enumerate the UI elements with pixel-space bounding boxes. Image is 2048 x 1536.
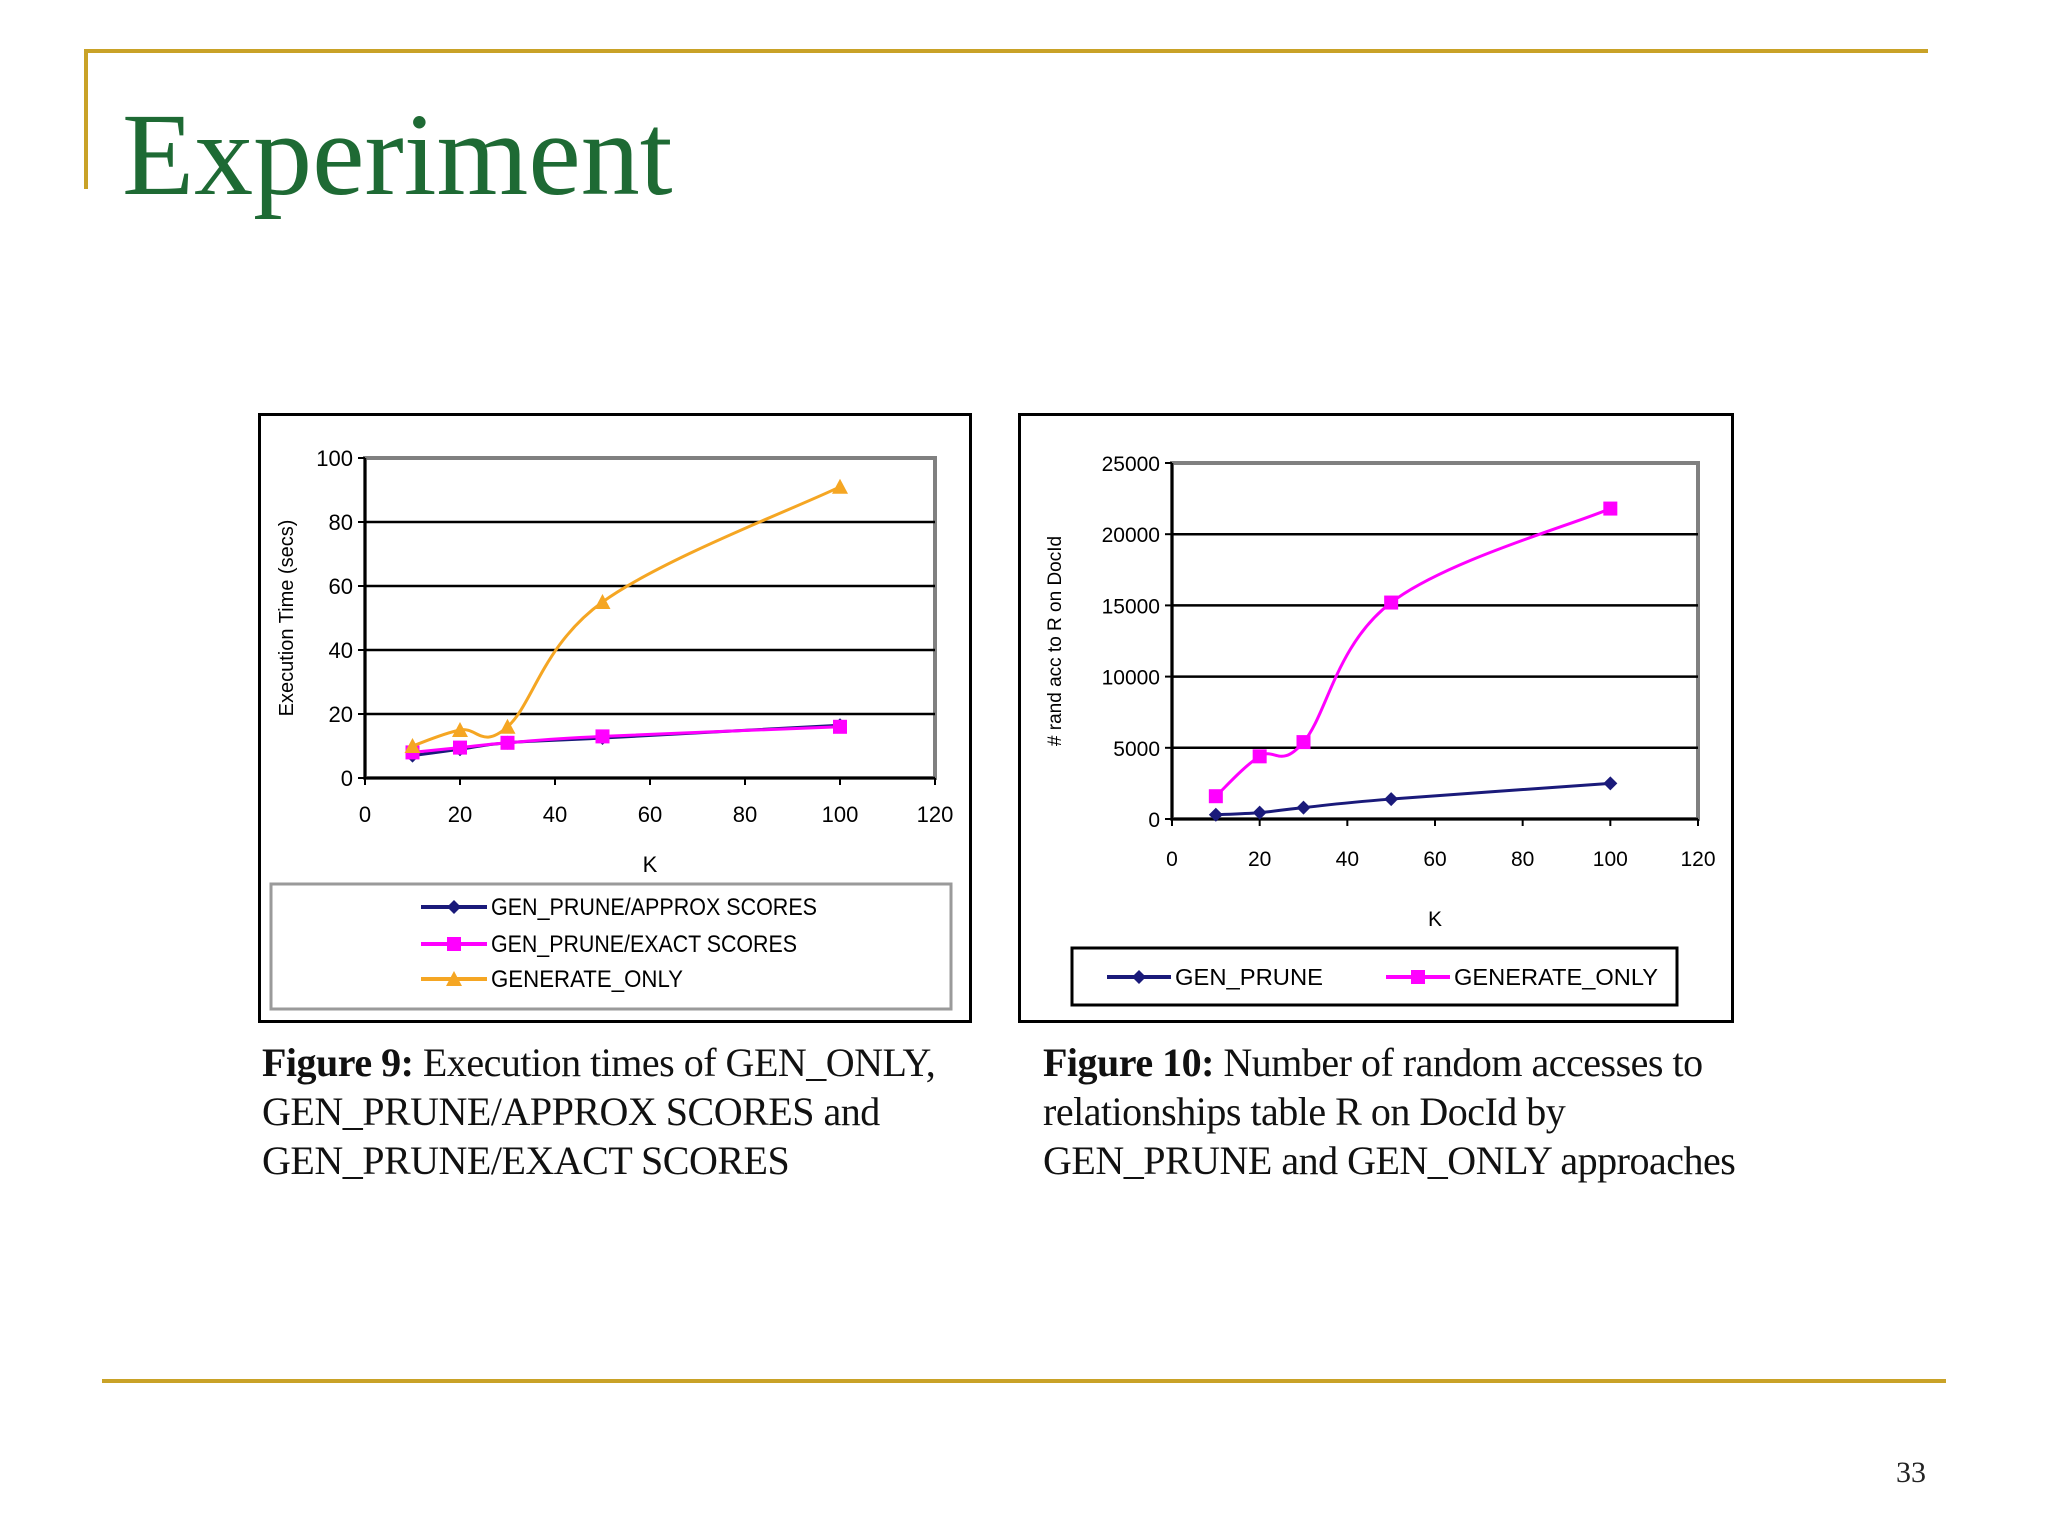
fig9-legend-marker-2 [446, 971, 462, 986]
fig9-ytick-label-3: 60 [329, 574, 353, 599]
fig9-legend-label-2: GENERATE_ONLY [491, 966, 683, 993]
fig9-xtick-label-4: 80 [733, 802, 757, 827]
figure-9-caption-line-3: GEN_PRUNE/EXACT SCORES [262, 1138, 790, 1183]
fig10-series-0-point-1 [1252, 805, 1267, 820]
fig10-x-axis-label: K [1428, 908, 1442, 931]
fig9-ytick-label-5: 100 [316, 446, 353, 471]
fig10-xtick-label-0: 0 [1166, 848, 1178, 871]
fig9-xtick-label-3: 60 [638, 802, 662, 827]
fig9-xtick-label-0: 0 [359, 802, 371, 827]
fig9-series-1-point-3 [595, 729, 610, 744]
slide-title: Experiment [122, 89, 673, 220]
fig10-xtick-label-1: 20 [1248, 848, 1271, 871]
fig10-series-1-point-2 [1296, 735, 1311, 750]
figure-10-caption-line-1: Figure 10: Number of random accesses to [1043, 1038, 1783, 1087]
figure-10-caption-line-2: relationships table R on DocId by [1043, 1089, 1566, 1134]
fig10-y-axis-label: # rand acc to R on DocId [1045, 536, 1066, 746]
fig9-legend-marker-0 [447, 900, 461, 914]
page-number: 33 [1896, 1456, 1926, 1489]
fig9-xtick-label-5: 100 [822, 802, 859, 827]
fig9-ytick-label-4: 80 [329, 510, 353, 535]
fig10-series-1-point-0 [1208, 789, 1223, 804]
fig9-xtick-label-1: 20 [448, 802, 472, 827]
fig9-series-2-point-1 [452, 722, 468, 737]
fig9-plot-area [363, 456, 937, 780]
figure-9-caption-text-1: Execution times of GEN_ONLY, [422, 1040, 936, 1085]
fig9-legend-label-1: GEN_PRUNE/EXACT SCORES [491, 931, 797, 958]
fig10-plot-area [1170, 461, 1700, 821]
fig10-series-1-point-1 [1252, 749, 1267, 764]
fig10-series-1-point-4 [1603, 501, 1618, 516]
fig10-ytick-label-5: 25000 [1102, 453, 1160, 476]
fig10-legend-label-0: GEN_PRUNE [1175, 964, 1323, 990]
fig10-legend-box [1070, 946, 1679, 1007]
fig9-xtick-label-6: 120 [917, 802, 954, 827]
fig10-series-0-point-2 [1296, 800, 1311, 815]
fig10-series-0-point-3 [1384, 792, 1399, 807]
figure-10-caption: Figure 10: Number of random accesses to … [1043, 1038, 1783, 1185]
fig9-series-2-point-3 [594, 594, 611, 609]
fig10-legend-marker-0 [1132, 970, 1146, 984]
fig10-xtick-label-4: 80 [1511, 848, 1534, 871]
figure-10-chart: 0 5000 10000 15000 20000 25000 0 20 40 60 80 100 120… [1018, 413, 1734, 1023]
fig9-ytick-label-1: 20 [329, 702, 353, 727]
fig9-series-2-point-2 [499, 718, 516, 734]
fig10-xtick-label-2: 40 [1336, 848, 1359, 871]
fig9-ytick-label-2: 40 [329, 638, 353, 663]
fig9-legend-box [269, 882, 953, 1011]
title-rule-top [84, 49, 1928, 53]
fig10-legend-marker-1 [1411, 970, 1425, 984]
figure-9-caption-line-1: Figure 9: Execution times of GEN_ONLY, [262, 1038, 982, 1087]
fig10-series-1-point-3 [1384, 595, 1399, 610]
fig10-ytick-label-0: 0 [1148, 809, 1160, 832]
figure-10-label: Figure 10: [1043, 1040, 1214, 1085]
figure-9-caption: Figure 9: Execution times of GEN_ONLY, G… [262, 1038, 982, 1185]
fig9-ytick-label-0: 0 [341, 766, 353, 791]
fig10-xtick-label-3: 60 [1423, 848, 1446, 871]
fig9-y-axis-label: Execution Time (secs) [276, 520, 298, 717]
figure-9-chart: 0 20 40 60 80 100 0 20 40 60 80 100 120 K Execution Ti… [258, 413, 972, 1023]
fig9-series-1-point-4 [833, 719, 847, 734]
fig10-xtick-label-5: 100 [1593, 848, 1628, 871]
fig10-xtick-label-6: 120 [1680, 848, 1715, 871]
fig9-legend-marker-1 [447, 937, 461, 951]
fig9-series-1-point-1 [453, 740, 467, 755]
title-rule-left [84, 49, 88, 189]
figure-9-svg: 0 20 40 60 80 100 0 20 40 60 80 100 120 K Execution Ti… [269, 446, 954, 1011]
fig9-series-2-point-4 [832, 478, 848, 494]
fig10-ytick-label-1: 5000 [1113, 738, 1160, 761]
fig9-series-1-point-2 [500, 735, 515, 750]
fig10-ytick-label-4: 20000 [1102, 524, 1160, 547]
fig10-ytick-label-2: 10000 [1102, 667, 1160, 690]
figure-9-caption-line-2: GEN_PRUNE/APPROX SCORES and [262, 1089, 880, 1134]
figure-10-caption-line-3: GEN_PRUNE and GEN_ONLY approaches [1043, 1138, 1736, 1183]
fig9-x-axis-label: K [643, 852, 658, 877]
fig10-ytick-label-3: 15000 [1102, 595, 1160, 618]
fig9-legend-label-0: GEN_PRUNE/APPROX SCORES [491, 894, 817, 921]
fig10-series-0-point-4 [1603, 776, 1618, 791]
fig9-xtick-label-2: 40 [543, 802, 567, 827]
footer-rule [102, 1379, 1946, 1383]
fig9-series-2-point-0 [404, 738, 421, 753]
figure-9-label: Figure 9: [262, 1040, 414, 1085]
figure-10-svg: 0 5000 10000 15000 20000 25000 0 20 40 60 80 100 120… [1045, 453, 1716, 1007]
fig10-legend-label-1: GENERATE_ONLY [1454, 964, 1658, 990]
fig10-series-0-point-0 [1208, 807, 1223, 822]
figure-10-caption-text-1: Number of random accesses to [1223, 1040, 1703, 1085]
